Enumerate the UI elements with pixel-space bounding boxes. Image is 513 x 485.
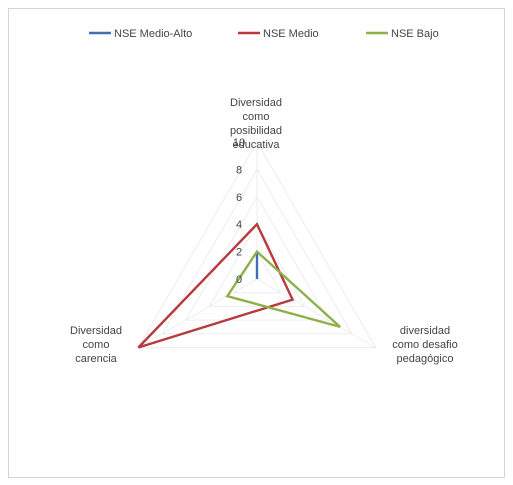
tick-label: 8 [236,164,242,176]
axis-label-top: posibilidad [230,125,282,137]
axis-label-left: Diversidad [70,325,122,337]
grid-ring [137,140,377,348]
grid-ring [208,223,306,307]
tick-layer: 0 2 4 6 8 10 [233,137,245,286]
tick-label: 4 [236,219,242,231]
grid-layer [137,140,377,348]
axis-spoke [138,278,258,348]
axis-label-top: como [243,111,270,123]
series-nse-medio [137,222,295,349]
legend: NSE Medio-Alto NSE Medio NSE Bajo [89,28,439,40]
axis-label-right: como desafio [392,339,457,351]
tick-label: 2 [236,247,242,259]
tick-label: 10 [233,137,245,149]
grid-ring [161,168,353,335]
legend-label: NSE Medio [263,28,319,40]
axis-spoke [256,278,376,348]
axis-label-top: educativa [232,139,280,151]
tick-label: 6 [236,192,242,204]
legend-label: NSE Medio-Alto [114,28,192,40]
axis-label-layer: Diversidad como posibilidad educativa divers… [70,97,458,365]
axis-label-right: pedagógico [397,353,454,365]
grid-ring [184,195,330,321]
axis-label-left: como [83,339,110,351]
axis-label-left: carencia [75,353,117,365]
tick-label: 0 [236,274,242,286]
axis-label-top: Diversidad [230,97,282,109]
series-nse-bajo [225,249,341,329]
legend-label: NSE Bajo [391,28,439,40]
axis-label-right: diversidad [400,325,450,337]
grid-ring [232,250,282,294]
series-layer [137,222,341,349]
